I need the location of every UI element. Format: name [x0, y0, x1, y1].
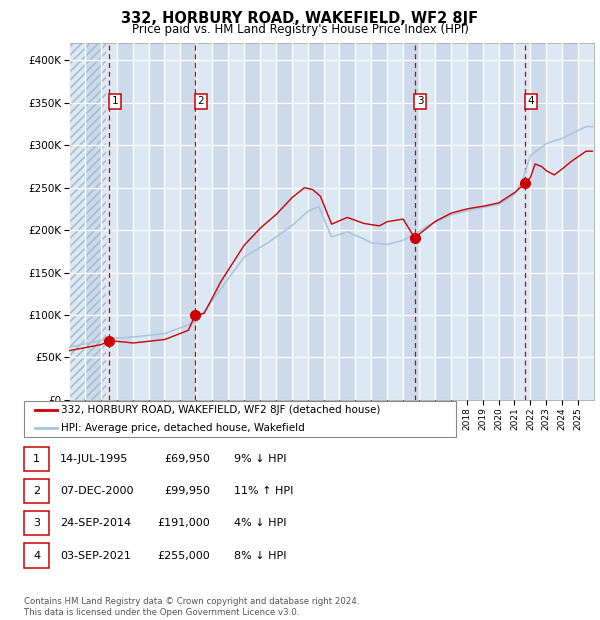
Bar: [69, 43, 106, 400]
Bar: [212, 43, 228, 400]
Text: 4% ↓ HPI: 4% ↓ HPI: [234, 518, 287, 528]
Bar: [355, 43, 371, 400]
Bar: [149, 43, 164, 400]
Text: 9% ↓ HPI: 9% ↓ HPI: [234, 454, 287, 464]
Bar: [546, 43, 562, 400]
Bar: [292, 43, 308, 400]
Text: £191,000: £191,000: [157, 518, 210, 528]
Bar: [467, 43, 482, 400]
Text: HPI: Average price, detached house, Wakefield: HPI: Average price, detached house, Wake…: [61, 423, 305, 433]
Bar: [419, 43, 435, 400]
Bar: [482, 43, 499, 400]
Bar: [403, 43, 419, 400]
Bar: [244, 43, 260, 400]
Bar: [276, 43, 292, 400]
Bar: [562, 43, 578, 400]
Bar: [85, 43, 101, 400]
Text: £69,950: £69,950: [164, 454, 210, 464]
Text: Price paid vs. HM Land Registry's House Price Index (HPI): Price paid vs. HM Land Registry's House …: [131, 23, 469, 36]
Text: 14-JUL-1995: 14-JUL-1995: [60, 454, 128, 464]
Text: 07-DEC-2000: 07-DEC-2000: [60, 486, 133, 496]
Bar: [499, 43, 514, 400]
Text: 2: 2: [197, 96, 204, 106]
Text: 8% ↓ HPI: 8% ↓ HPI: [234, 551, 287, 560]
Text: 4: 4: [527, 96, 534, 106]
Bar: [435, 43, 451, 400]
Text: 24-SEP-2014: 24-SEP-2014: [60, 518, 131, 528]
Text: 1: 1: [112, 96, 118, 106]
Bar: [69, 43, 85, 400]
Bar: [69, 43, 106, 400]
Bar: [117, 43, 133, 400]
Bar: [196, 43, 212, 400]
Text: 11% ↑ HPI: 11% ↑ HPI: [234, 486, 293, 496]
Text: 4: 4: [33, 551, 40, 560]
Text: 3: 3: [33, 518, 40, 528]
Bar: [451, 43, 467, 400]
Bar: [323, 43, 340, 400]
Text: 332, HORBURY ROAD, WAKEFIELD, WF2 8JF: 332, HORBURY ROAD, WAKEFIELD, WF2 8JF: [121, 11, 479, 26]
Bar: [164, 43, 181, 400]
Bar: [181, 43, 196, 400]
Bar: [530, 43, 546, 400]
Bar: [69, 43, 106, 400]
Text: 2: 2: [33, 486, 40, 496]
Text: 1: 1: [33, 454, 40, 464]
Bar: [228, 43, 244, 400]
Bar: [260, 43, 276, 400]
Bar: [308, 43, 323, 400]
Text: £99,950: £99,950: [164, 486, 210, 496]
Text: £255,000: £255,000: [157, 551, 210, 560]
Bar: [578, 43, 594, 400]
Text: Contains HM Land Registry data © Crown copyright and database right 2024.
This d: Contains HM Land Registry data © Crown c…: [24, 598, 359, 617]
Text: 3: 3: [417, 96, 424, 106]
Bar: [340, 43, 355, 400]
Bar: [371, 43, 387, 400]
Text: 03-SEP-2021: 03-SEP-2021: [60, 551, 131, 560]
Text: 332, HORBURY ROAD, WAKEFIELD, WF2 8JF (detached house): 332, HORBURY ROAD, WAKEFIELD, WF2 8JF (d…: [61, 405, 380, 415]
Bar: [101, 43, 117, 400]
Bar: [387, 43, 403, 400]
Bar: [133, 43, 149, 400]
Bar: [514, 43, 530, 400]
